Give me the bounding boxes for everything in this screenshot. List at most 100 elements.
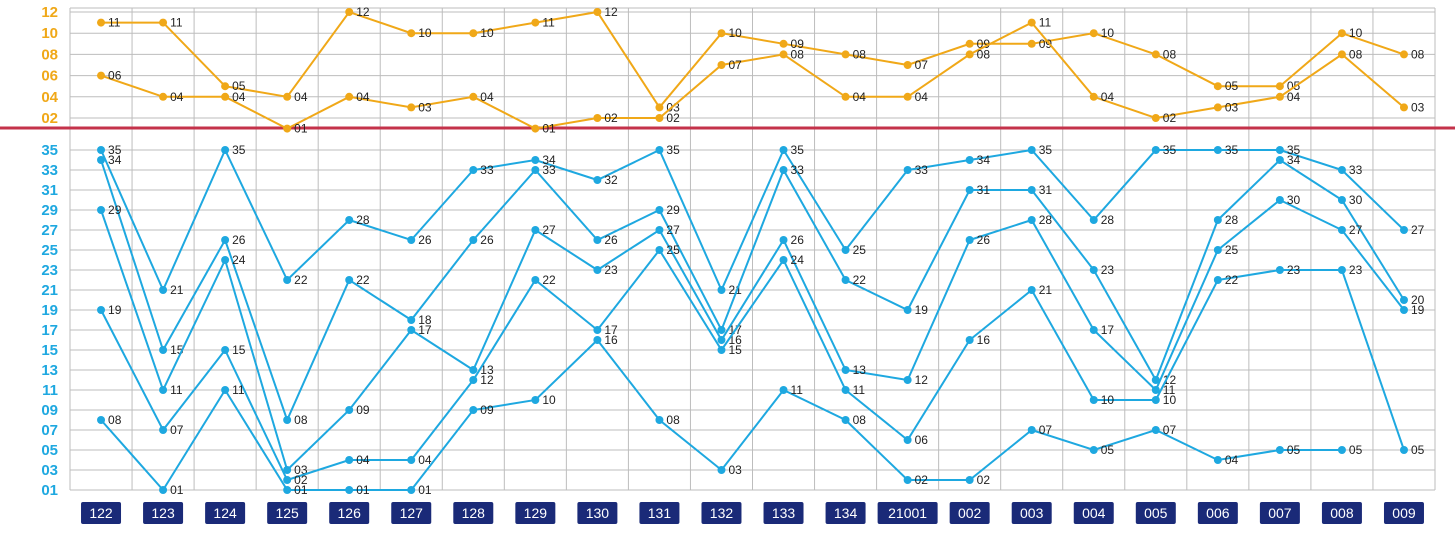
bot-series-1-dot <box>283 416 291 424</box>
top-series-1-dot-label: 04 <box>170 90 184 104</box>
bot-series-4-dot <box>780 386 788 394</box>
bot-series-1-dot <box>159 346 167 354</box>
bot-series-1-dot <box>1028 186 1036 194</box>
y-axis-top-label: 04 <box>41 89 58 106</box>
bot-series-4-dot <box>1276 446 1284 454</box>
bot-series-0-dot-label: 25 <box>853 243 867 257</box>
bot-series-3-dot-label: 15 <box>728 343 742 357</box>
bot-series-3-dot <box>283 476 291 484</box>
top-series-0-dot <box>1338 29 1346 37</box>
bot-series-0-dot-label: 35 <box>1225 143 1239 157</box>
bot-series-0-dot-label: 35 <box>666 143 680 157</box>
bot-series-0-dot-label: 26 <box>418 233 432 247</box>
bot-series-0-dot <box>1090 216 1098 224</box>
top-series-1-dot <box>655 114 663 122</box>
bot-series-1-dot <box>1276 156 1284 164</box>
bot-series-0-dot <box>593 176 601 184</box>
top-series-0-dot <box>1214 82 1222 90</box>
top-series-0-dot-label: 10 <box>480 26 494 40</box>
bot-series-0-dot <box>1338 166 1346 174</box>
top-series-0-dot-label: 10 <box>1349 26 1363 40</box>
top-series-1-dot-label: 04 <box>480 90 494 104</box>
bot-series-4-dot-label: 11 <box>791 383 804 397</box>
y-axis-bot-label: 19 <box>41 302 58 319</box>
top-series-1-dot <box>283 125 291 133</box>
bot-series-2-dot <box>159 386 167 394</box>
bot-series-2-dot-label: 12 <box>915 373 929 387</box>
bot-series-2-dot-label: 09 <box>356 403 370 417</box>
bot-series-3-dot <box>1028 286 1036 294</box>
top-series-0-dot <box>159 19 167 27</box>
bot-series-0-dot <box>407 236 415 244</box>
bot-series-2-dot <box>842 366 850 374</box>
y-axis-bot-label: 05 <box>41 442 58 459</box>
top-series-1-dot-label: 02 <box>666 111 680 125</box>
top-series-1-dot-label: 04 <box>1287 90 1301 104</box>
y-axis-bot-label: 31 <box>41 182 58 199</box>
bot-series-3-dot <box>1214 276 1222 284</box>
bot-series-3-dot-label: 22 <box>542 273 556 287</box>
bot-series-0-dot <box>531 156 539 164</box>
bot-series-3-dot-label: 10 <box>1101 393 1115 407</box>
bot-series-1-dot <box>531 166 539 174</box>
top-series-1-dot-label: 04 <box>915 90 929 104</box>
bot-series-3-dot <box>655 246 663 254</box>
bot-series-1-dot <box>966 186 974 194</box>
bot-series-4-dot-label: 10 <box>542 393 556 407</box>
bot-series-1-dot-label: 34 <box>1287 153 1301 167</box>
top-series-1-dot-label: 03 <box>418 100 432 114</box>
bot-series-0-dot <box>97 146 105 154</box>
bot-series-3-dot-label: 05 <box>1411 443 1425 457</box>
bot-series-0-dot <box>345 216 353 224</box>
top-series-0-dot <box>904 61 912 69</box>
y-axis-bot-label: 03 <box>41 462 58 479</box>
bot-series-4-dot-label: 03 <box>728 463 742 477</box>
bot-series-1-dot-label: 19 <box>915 303 929 317</box>
bot-series-4-dot <box>904 476 912 484</box>
top-series-1-dot <box>221 93 229 101</box>
top-series-1-dot <box>904 93 912 101</box>
bot-series-2-dot <box>593 266 601 274</box>
bot-series-0-dot <box>904 166 912 174</box>
bot-series-3-dot <box>531 276 539 284</box>
bot-series-2-dot-label: 11 <box>170 383 183 397</box>
bot-series-3-dot-label: 23 <box>1287 263 1301 277</box>
bot-series-3-dot-label: 11 <box>853 383 866 397</box>
bot-series-4-dot <box>283 486 291 494</box>
top-series-0-dot <box>655 103 663 111</box>
bot-series-2-dot <box>1338 226 1346 234</box>
bot-series-3-dot-label: 10 <box>1163 393 1177 407</box>
top-series-0-dot <box>780 40 788 48</box>
bot-series-4-dot <box>531 396 539 404</box>
bot-series-4-dot-label: 08 <box>853 413 867 427</box>
bot-series-2-dot <box>407 326 415 334</box>
top-series-0-dot-label: 08 <box>1163 47 1177 61</box>
bot-series-4-dot <box>221 386 229 394</box>
top-series-1-dot <box>1090 93 1098 101</box>
bot-series-4-dot <box>1090 446 1098 454</box>
x-axis-badge-label: 132 <box>710 505 734 521</box>
x-axis-badge-label: 130 <box>586 505 610 521</box>
bot-series-4-dot <box>966 476 974 484</box>
top-series-0-dot <box>531 19 539 27</box>
top-series-1-dot <box>345 93 353 101</box>
bot-series-4-dot <box>842 416 850 424</box>
top-series-0-dot-label: 10 <box>728 26 742 40</box>
x-axis-badge-label: 127 <box>400 505 424 521</box>
y-axis-top-label: 10 <box>41 25 58 42</box>
bot-series-3-dot <box>469 376 477 384</box>
bot-series-2-dot-label: 28 <box>1039 213 1053 227</box>
bot-series-0-dot-label: 35 <box>1039 143 1053 157</box>
top-series-1-dot <box>842 93 850 101</box>
bot-series-0-dot-label: 35 <box>232 143 246 157</box>
bot-series-2-dot <box>1400 306 1408 314</box>
top-series-1-dot <box>780 50 788 58</box>
top-series-0-dot-label: 08 <box>853 47 867 61</box>
bot-series-2-dot <box>904 376 912 384</box>
bot-series-1-dot <box>345 276 353 284</box>
top-series-1-dot <box>717 61 725 69</box>
top-series-0-dot-label: 05 <box>1225 79 1239 93</box>
top-series-0-dot <box>1028 40 1036 48</box>
bot-series-4-dot <box>593 336 601 344</box>
bot-series-0-dot-label: 35 <box>791 143 805 157</box>
